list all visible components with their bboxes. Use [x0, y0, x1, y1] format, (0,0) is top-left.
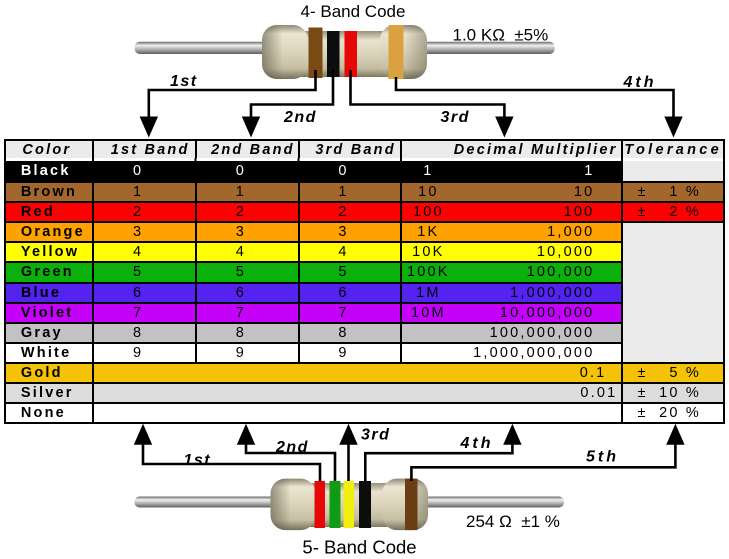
- svg-text:4th: 4th: [623, 74, 657, 91]
- svg-text:1.0 KΩ ±5%: 1.0 KΩ ±5%: [453, 26, 549, 45]
- svg-text:4th: 4th: [460, 435, 494, 452]
- svg-text:2nd: 2nd: [275, 439, 309, 456]
- svg-text:1st: 1st: [184, 452, 212, 469]
- svg-text:3rd: 3rd: [441, 109, 470, 126]
- svg-text:2nd: 2nd: [283, 109, 317, 126]
- svg-text:254 Ω ±1 %: 254 Ω ±1 %: [466, 512, 560, 531]
- svg-text:5- Band Code: 5- Band Code: [302, 537, 416, 558]
- svg-text:3rd: 3rd: [361, 427, 390, 444]
- svg-text:1st: 1st: [170, 73, 198, 90]
- svg-text:4- Band Code: 4- Band Code: [301, 2, 406, 21]
- svg-text:5th: 5th: [586, 449, 619, 466]
